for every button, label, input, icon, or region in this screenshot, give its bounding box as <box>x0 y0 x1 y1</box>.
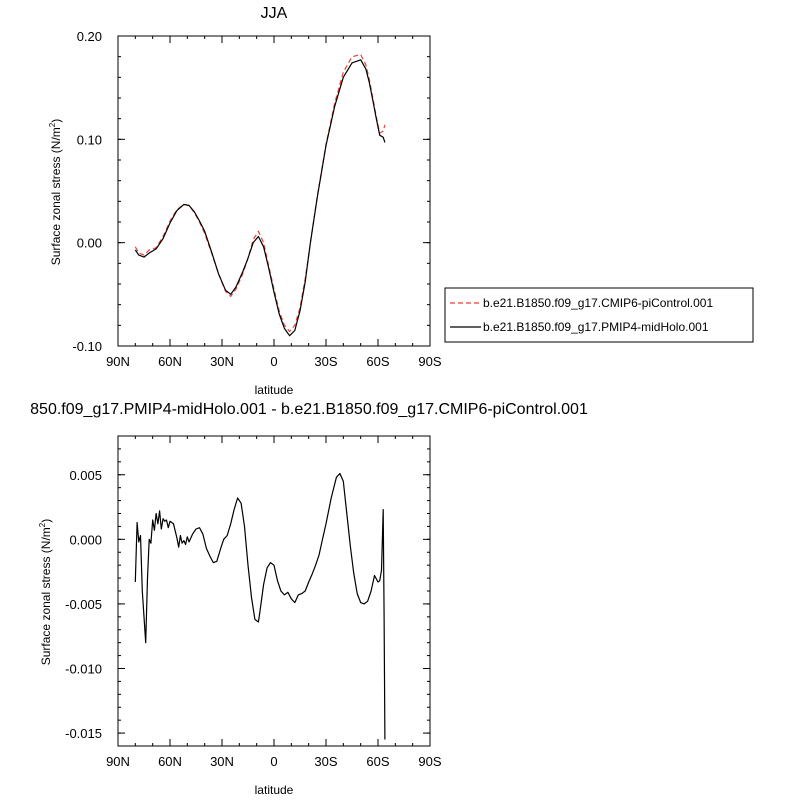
series-line-0-0 <box>134 53 386 333</box>
x-tick-label-1-5: 60S <box>366 754 389 769</box>
bottom-chart-ylabel-sup: 2 <box>38 522 47 527</box>
y-tick-label-1-1: -0.010 <box>65 662 102 677</box>
bottom-chart-ylabel: Surface zonal stress (N/m2) <box>38 519 53 666</box>
y-tick-label-0-1: 0.00 <box>77 236 102 251</box>
x-tick-label-1-4: 30S <box>314 754 337 769</box>
y-tick-label-1-0: -0.015 <box>65 726 102 741</box>
bottom-chart-title: 850.f09_g17.PMIP4-midHolo.001 - b.e21.B1… <box>30 401 588 418</box>
top-chart-ylabel-sup: 2 <box>48 122 57 127</box>
plot-frame-0 <box>117 35 431 347</box>
top-chart-ylabel-main: Surface zonal stress (N/m <box>49 127 63 265</box>
x-tick-label-1-1: 60N <box>158 754 182 769</box>
legend-box <box>444 287 754 343</box>
y-tick-label-0-2: 0.10 <box>77 132 102 147</box>
x-tick-label-1-0: 90N <box>106 754 130 769</box>
y-tick-label-1-4: 0.005 <box>69 468 102 483</box>
top-chart-title: JJA <box>261 5 288 22</box>
top-chart-ylabel-close: ) <box>49 119 63 123</box>
y-tick-label-0-0: -0.10 <box>72 339 102 354</box>
legend: b.e21.B1850.f09_g17.CMIP6-piControl.001 … <box>444 287 754 343</box>
series-line-1-0 <box>134 472 386 740</box>
bottom-chart-xlabel: latitude <box>255 783 294 797</box>
bottom-chart-plot: 90N 60N 30N 0 30S 60S 90S -0.015 -0.010 -0.005 0.0… <box>65 435 442 769</box>
x-tick-label-1-3: 0 <box>270 754 277 769</box>
bottom-chart-ylabel-main: Surface zonal stress (N/m <box>39 527 53 665</box>
top-chart-plot: 90N 60N 30N 0 30S 60S 90S -0.10 0.00 0.10 0.20 <box>72 29 442 369</box>
x-tick-label-0-4: 30S <box>314 354 337 369</box>
y-tick-label-1-2: -0.005 <box>65 597 102 612</box>
x-tick-label-0-6: 90S <box>418 354 441 369</box>
series-line-0-1 <box>134 59 386 337</box>
x-tick-label-0-0: 90N <box>106 354 130 369</box>
top-chart-xlabel: latitude <box>255 383 294 397</box>
plot-frame-1 <box>117 435 431 747</box>
x-tick-label-0-3: 0 <box>270 354 277 369</box>
x-tick-label-1-6: 90S <box>418 754 441 769</box>
x-tick-label-0-1: 60N <box>158 354 182 369</box>
x-tick-label-0-5: 60S <box>366 354 389 369</box>
top-chart-ylabel: Surface zonal stress (N/m2) <box>48 119 63 266</box>
legend-label-midholo: b.e21.B1850.f09_g17.PMIP4-midHolo.001 <box>483 320 709 334</box>
bottom-chart-ylabel-close: ) <box>39 519 53 523</box>
x-tick-label-0-2: 30N <box>210 354 234 369</box>
legend-label-picontrol: b.e21.B1850.f09_g17.CMIP6-piControl.001 <box>483 296 713 310</box>
y-tick-label-0-3: 0.20 <box>77 29 102 44</box>
y-tick-label-1-3: 0.000 <box>69 532 102 547</box>
x-tick-label-1-2: 30N <box>210 754 234 769</box>
